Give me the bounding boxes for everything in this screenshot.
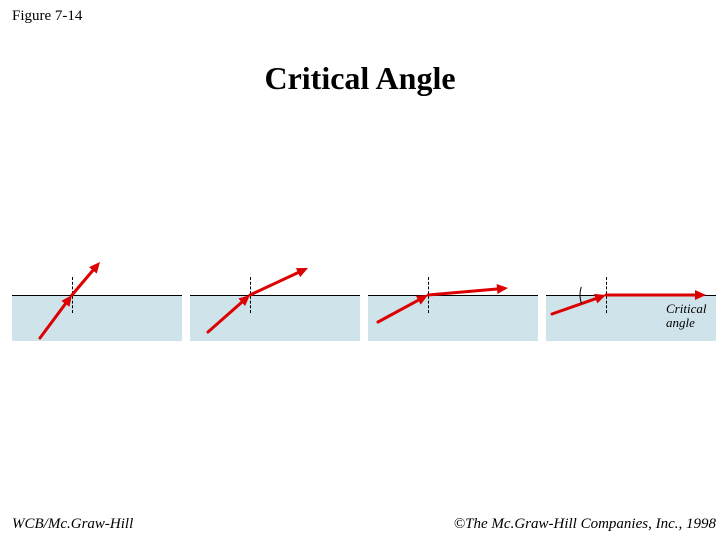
ray-arrows — [12, 250, 182, 340]
critical-angle-label: Criticalangle — [666, 302, 706, 329]
footer-left: WCB/Mc.Graw-Hill — [12, 516, 133, 533]
ray-arrows — [368, 250, 538, 340]
ray-arrows — [190, 250, 360, 340]
refraction-panel — [368, 250, 538, 340]
page-title: Critical Angle — [0, 60, 720, 97]
refraction-panel — [190, 250, 360, 340]
refraction-panel — [12, 250, 182, 340]
footer-right: ©The Mc.Graw-Hill Companies, Inc., 1998 — [454, 516, 716, 533]
refraction-panel: Criticalangle — [546, 250, 716, 340]
figure-number: Figure 7-14 — [12, 8, 82, 25]
critical-angle-diagram: Criticalangle — [0, 250, 720, 340]
